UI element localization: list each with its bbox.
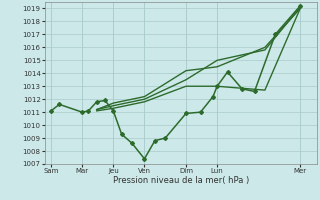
X-axis label: Pression niveau de la mer( hPa ): Pression niveau de la mer( hPa ) (113, 176, 249, 185)
